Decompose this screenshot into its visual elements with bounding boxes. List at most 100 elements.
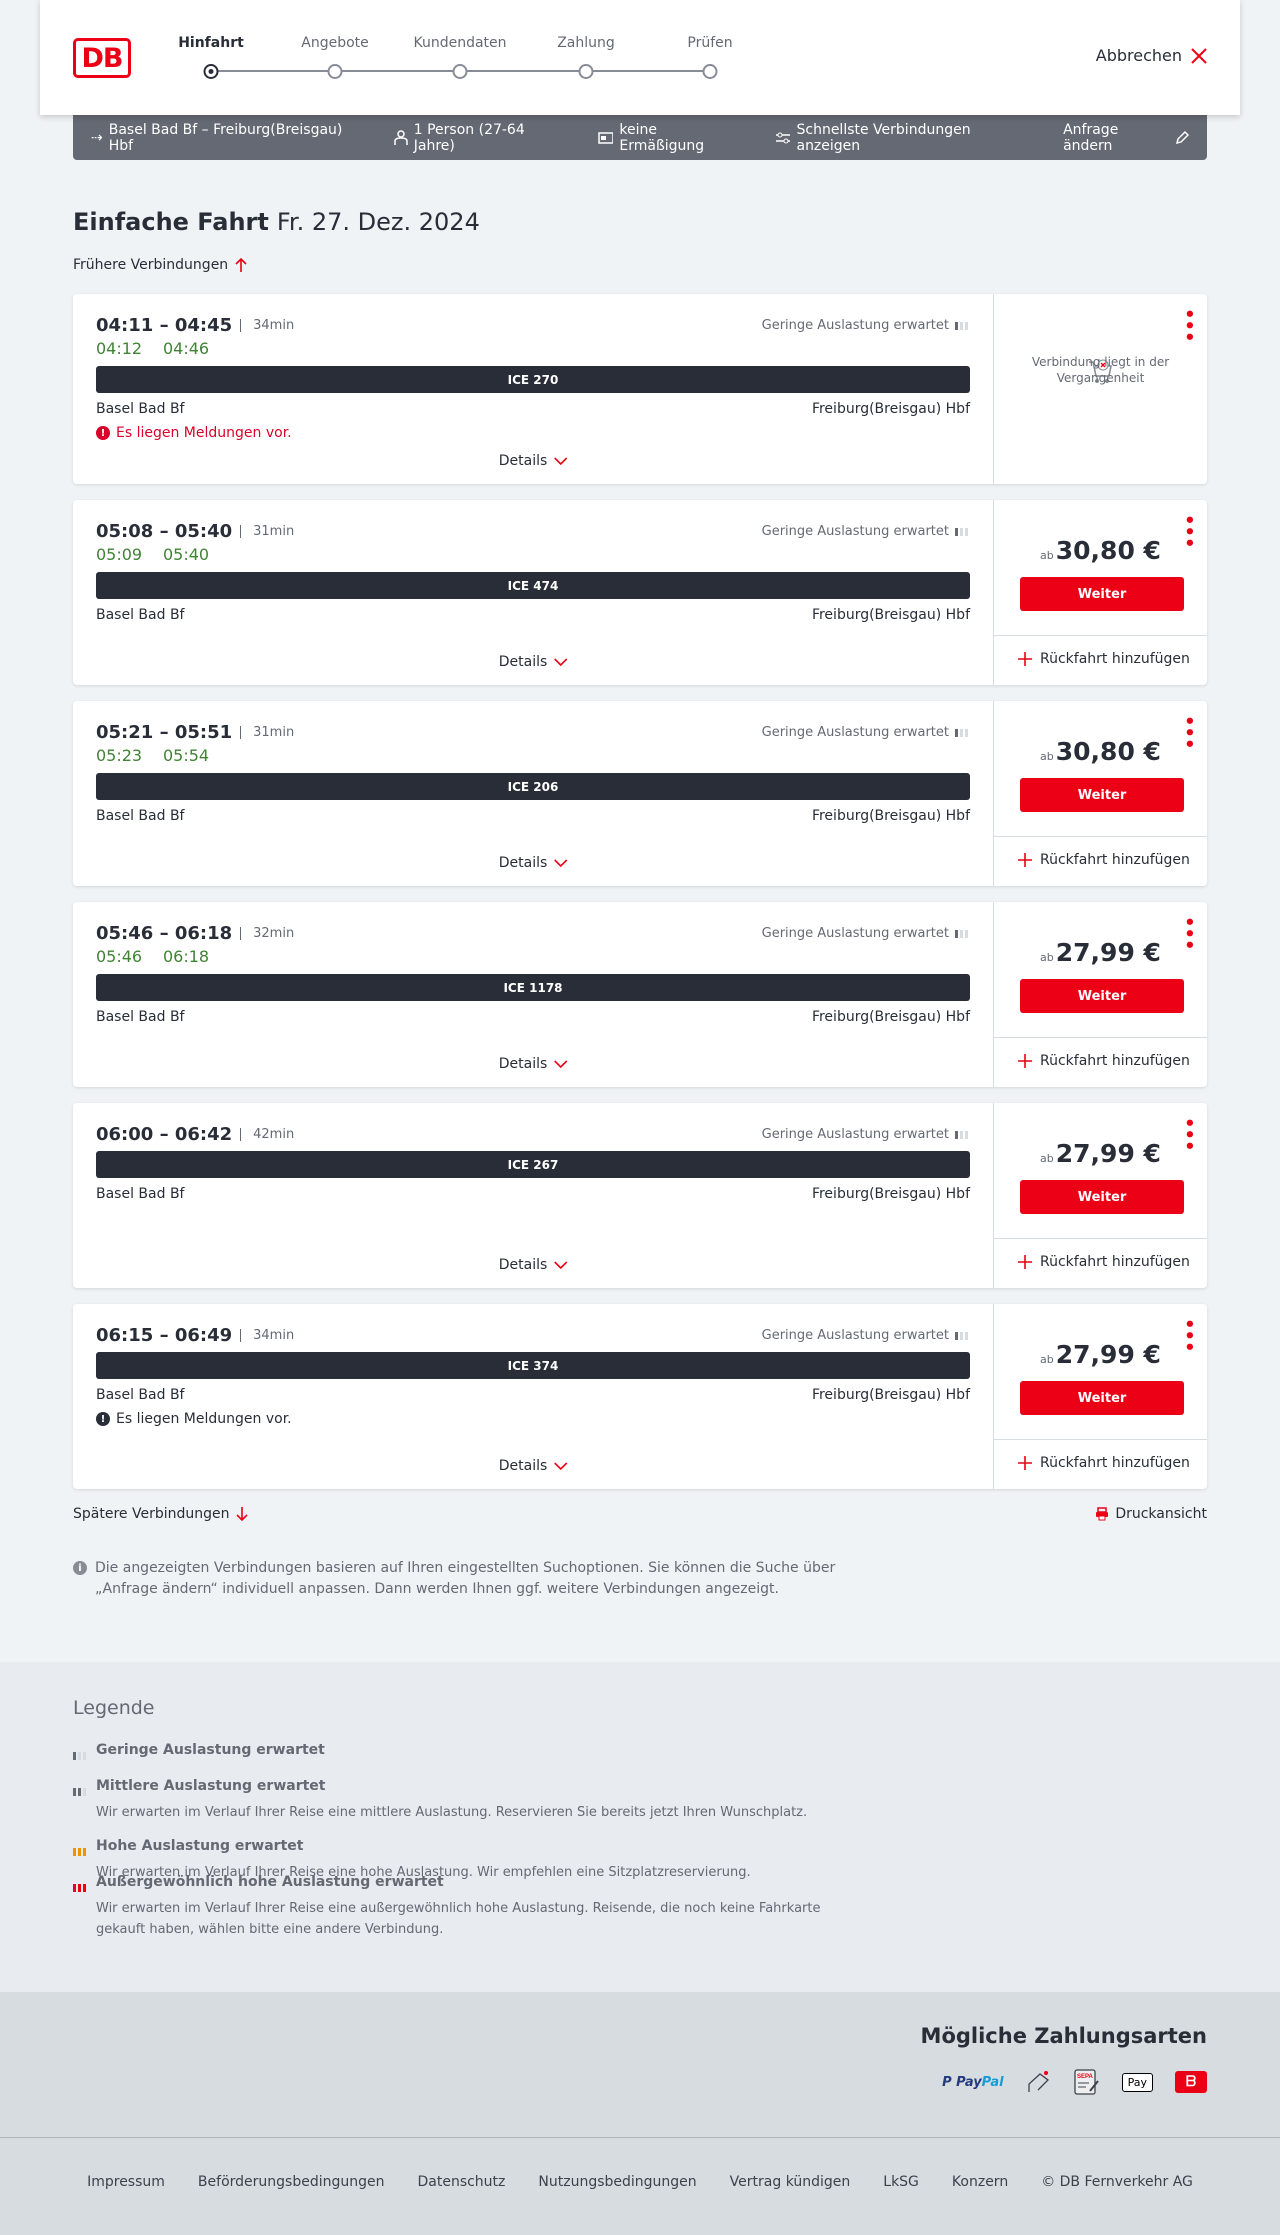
price-value: 30,80 €: [1055, 536, 1161, 565]
add-return-button[interactable]: Rückfahrt hinzufügen: [1018, 1455, 1190, 1471]
price-prefix: ab: [1040, 750, 1054, 763]
apple-pay-icon: Pay: [1121, 2072, 1153, 2092]
connection-card: 06:15 – 06:49 34min Geringe Auslastung er…: [73, 1304, 1207, 1489]
change-query-button[interactable]: Anfrage ändern: [1063, 122, 1189, 154]
destination-station: Freiburg(Breisgau) Hbf: [811, 1186, 970, 1202]
legend-item-title: Außergewöhnlich hohe Auslastung erwartet: [96, 1874, 444, 1890]
alert-icon: !: [96, 426, 110, 440]
duration: 34min: [240, 319, 294, 332]
details-toggle[interactable]: Details: [499, 855, 568, 871]
details-toggle[interactable]: Details: [499, 1056, 568, 1072]
footer-link[interactable]: Beförderungsbedingungen: [197, 2174, 385, 2190]
printer-icon: [1096, 1507, 1109, 1521]
db-logo[interactable]: DB: [73, 38, 131, 78]
details-label: Details: [498, 453, 548, 469]
chevron-down-icon: [553, 457, 567, 466]
details-toggle[interactable]: Details: [499, 1458, 568, 1474]
occupancy-text: Geringe Auslastung erwartet: [761, 725, 949, 740]
db-bonus-icon: ᗷ: [1175, 2071, 1207, 2093]
add-return-button[interactable]: Rückfahrt hinzufügen: [1018, 651, 1190, 667]
details-toggle[interactable]: Details: [499, 654, 568, 670]
cancel-label: Abbrechen: [1095, 46, 1182, 65]
footer-link[interactable]: Konzern: [951, 2174, 1009, 2190]
connection-card: 05:46 – 06:18 32min Geringe Auslastung er…: [73, 902, 1207, 1087]
destination-station: Freiburg(Breisgau) Hbf: [811, 808, 970, 824]
header: DB Hinfahrt Angebote Kundendaten Zahlung…: [40, 0, 1240, 115]
duration: 31min: [240, 726, 294, 739]
details-label: Details: [498, 654, 548, 670]
footer-link[interactable]: Impressum: [87, 2174, 165, 2190]
details-toggle[interactable]: Details: [499, 453, 568, 469]
plus-icon: [1018, 853, 1032, 867]
add-return-button[interactable]: Rückfahrt hinzufügen: [1018, 1254, 1190, 1270]
alert-icon: !: [96, 1412, 110, 1426]
later-connections-link[interactable]: Spätere Verbindungen: [73, 1506, 249, 1522]
chevron-down-icon: [553, 859, 567, 868]
person-icon: [394, 129, 408, 145]
divider: [994, 1037, 1207, 1038]
print-label: Druckansicht: [1115, 1506, 1207, 1522]
times-text: 05:21 – 05:51: [96, 722, 233, 743]
occupancy-icon: [73, 1848, 86, 1856]
add-return-button[interactable]: Rückfahrt hinzufügen: [1018, 1053, 1190, 1069]
details-toggle[interactable]: Details: [499, 1257, 568, 1273]
arrow-right-icon: ⇢: [91, 129, 103, 146]
train-bar[interactable]: ICE 267: [96, 1151, 970, 1178]
page-title: Einfache Fahrt Fr. 27. Dez. 2024: [73, 208, 480, 236]
train-bar[interactable]: ICE 474: [96, 572, 970, 599]
bahncard-icon: [598, 131, 614, 144]
step-indicator: [203, 64, 219, 79]
train-bar[interactable]: ICE 374: [96, 1352, 970, 1379]
continue-button[interactable]: Weiter: [1020, 1180, 1184, 1214]
legend-title: Legende: [73, 1697, 155, 1719]
message-text: Es liegen Meldungen vor.: [116, 1411, 292, 1427]
add-return-label: Rückfahrt hinzufügen: [1040, 1455, 1190, 1471]
more-options-icon[interactable]: •••: [1178, 308, 1199, 343]
earlier-connections-link[interactable]: Frühere Verbindungen: [73, 257, 248, 273]
close-icon: [1191, 47, 1207, 64]
message-notice[interactable]: ! Es liegen Meldungen vor.: [96, 1411, 292, 1427]
fastest-text: Schnellste Verbindungen anzeigen: [796, 121, 971, 154]
pencil-icon: [1175, 130, 1189, 144]
print-view-link[interactable]: Druckansicht: [1095, 1506, 1207, 1522]
occupancy-icon: [73, 1884, 86, 1892]
credit-card-icon: [1027, 2071, 1049, 2092]
footer-link[interactable]: Datenschutz: [417, 2174, 506, 2190]
train-bar[interactable]: ICE 1178: [96, 974, 970, 1001]
occupancy-text: Geringe Auslastung erwartet: [761, 1328, 949, 1343]
message-text: Es liegen Meldungen vor.: [116, 425, 292, 441]
footer-link[interactable]: LkSG: [883, 2174, 919, 2190]
realtime-departure: 05:23: [96, 746, 143, 765]
train-bar[interactable]: ICE 270: [96, 366, 970, 393]
route-summary: ⇢ Basel Bad Bf – Freiburg(Breisgau) Hbf: [91, 122, 360, 154]
footer-link: © DB Fernverkehr AG: [1041, 2174, 1193, 2190]
occupancy-info: Geringe Auslastung erwartet: [762, 524, 968, 539]
continue-button[interactable]: Weiter: [1020, 778, 1184, 812]
add-return-label: Rückfahrt hinzufügen: [1040, 852, 1190, 868]
continue-button[interactable]: Weiter: [1020, 1381, 1184, 1415]
price-prefix: ab: [1040, 1152, 1054, 1165]
divider: [994, 1439, 1207, 1440]
continue-button[interactable]: Weiter: [1020, 979, 1184, 1013]
message-notice[interactable]: ! Es liegen Meldungen vor.: [96, 425, 292, 441]
add-return-button[interactable]: Rückfahrt hinzufügen: [1018, 852, 1190, 868]
trip-date: Fr. 27. Dez. 2024: [276, 208, 480, 236]
realtime-arrival: 05:54: [163, 746, 210, 765]
add-return-label: Rückfahrt hinzufügen: [1040, 651, 1190, 667]
fastest-toggle[interactable]: Schnellste Verbindungen anzeigen: [775, 122, 1029, 154]
connection-card: 05:08 – 05:40 31min Geringe Auslastung er…: [73, 500, 1207, 685]
footer-link[interactable]: Nutzungsbedingungen: [538, 2174, 697, 2190]
cancel-button[interactable]: Abbrechen: [1096, 46, 1208, 65]
origin-station: Basel Bad Bf: [96, 808, 185, 824]
train-bar[interactable]: ICE 206: [96, 773, 970, 800]
continue-button[interactable]: Weiter: [1020, 577, 1184, 611]
divider: [994, 1238, 1207, 1239]
plus-icon: [1018, 1255, 1032, 1269]
footer-link[interactable]: Vertrag kündigen: [729, 2174, 851, 2190]
origin-station: Basel Bad Bf: [96, 1186, 185, 1202]
sliders-icon: [776, 132, 791, 143]
details-label: Details: [498, 1458, 548, 1474]
realtime-departure: 05:09: [96, 545, 143, 564]
occupancy-info: Geringe Auslastung erwartet: [762, 1127, 968, 1142]
add-return-label: Rückfahrt hinzufügen: [1040, 1053, 1190, 1069]
